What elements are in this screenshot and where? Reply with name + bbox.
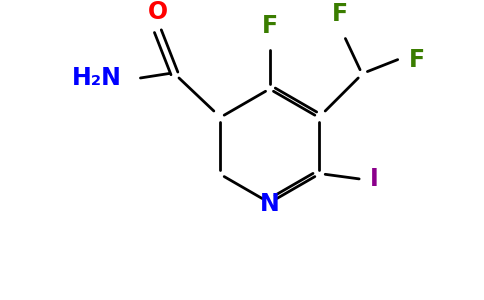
Text: H₂N: H₂N [72, 66, 122, 90]
Text: F: F [261, 14, 278, 38]
Text: I: I [370, 167, 379, 191]
Text: N: N [259, 192, 279, 216]
Text: F: F [332, 2, 348, 26]
Text: F: F [408, 48, 425, 72]
Text: O: O [148, 0, 168, 24]
